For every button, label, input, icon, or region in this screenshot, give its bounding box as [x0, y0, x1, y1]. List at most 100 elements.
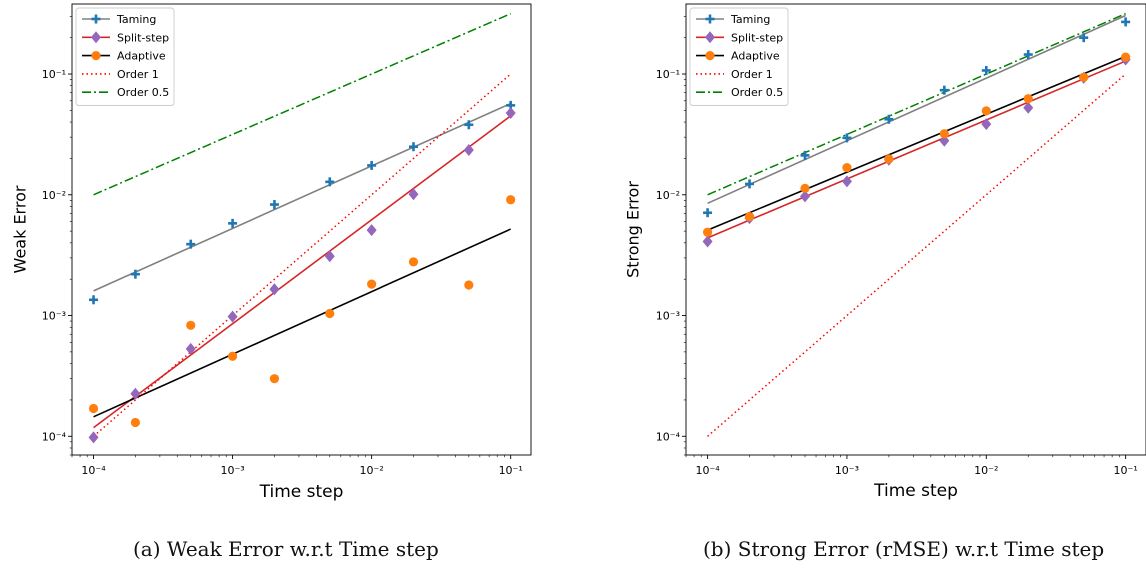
strong-error-panel: 10⁻⁴ 10⁻³ 10⁻² 10⁻¹ 10⁻⁴ 10⁻³ 10⁻² 10⁻¹ Time ste… — [624, 3, 1146, 501]
y-tick-label: 10⁻¹ — [656, 68, 680, 81]
y-tick-label: 10⁻⁴ — [42, 430, 67, 443]
x-tick-label: 10⁻¹ — [1114, 464, 1138, 477]
legend-marker-taming — [91, 14, 101, 24]
data-point-taming — [703, 208, 713, 218]
data-point-taming — [800, 150, 810, 160]
legend: Taming Split-step Adaptive Order 1 Order 0.5 — [689, 7, 789, 106]
fit-line-split-step — [93, 115, 512, 429]
legend-label-order-0-5: Order 0.5 — [731, 86, 783, 99]
weak-error-panel: 10⁻⁴ 10⁻³ 10⁻² 10⁻¹ 10⁻⁴ 10⁻³ 10⁻² 10⁻¹ Time ste… — [11, 3, 532, 502]
data-point-adaptive — [367, 279, 377, 289]
data-point-split-step — [227, 310, 238, 323]
caption-strong-error: (b) Strong Error (rMSE) w.r.t Time step — [703, 537, 1105, 561]
y-axis-label: Weak Error — [11, 185, 30, 273]
data-point-adaptive — [1121, 52, 1131, 62]
data-point-split-step — [939, 134, 950, 147]
data-point-taming — [408, 142, 418, 152]
legend-marker-adaptive — [91, 51, 101, 61]
plot-area — [702, 12, 1131, 437]
x-tick-label: 10⁻⁴ — [81, 464, 106, 477]
data-point-taming — [981, 65, 991, 75]
data-point-adaptive — [800, 183, 810, 193]
legend-box — [75, 7, 175, 106]
legend-marker-split-step — [91, 31, 101, 44]
x-tick-label: 10⁻³ — [835, 464, 859, 477]
data-point-taming — [745, 179, 755, 189]
legend-label-adaptive: Adaptive — [731, 50, 780, 63]
legend-label-taming: Taming — [116, 13, 156, 26]
data-point-adaptive — [227, 351, 238, 361]
data-point-taming — [884, 114, 894, 124]
data-point-split-step — [408, 188, 419, 201]
y-tick-label: 10⁻³ — [656, 310, 680, 323]
axes-frame — [71, 3, 532, 456]
legend-label-adaptive: Adaptive — [117, 50, 166, 63]
data-point-adaptive — [1023, 94, 1033, 104]
reference-line-order-1 — [93, 73, 512, 437]
data-point-adaptive — [464, 280, 474, 290]
data-point-taming — [1023, 50, 1033, 60]
x-tick-label: 10⁻² — [974, 464, 998, 477]
legend-box — [689, 7, 789, 106]
data-point-taming — [186, 239, 196, 249]
data-point-adaptive — [88, 403, 99, 414]
reference-line-order-1 — [707, 73, 1127, 437]
data-point-split-step — [702, 235, 713, 248]
legend-marker-adaptive — [705, 51, 715, 61]
legend-label-split-step: Split-step — [731, 31, 783, 44]
legend: Taming Split-step Adaptive Order 1 Order 0.5 — [75, 7, 175, 106]
data-point-split-step — [324, 250, 335, 263]
data-point-adaptive — [408, 257, 419, 267]
data-point-taming — [842, 133, 852, 143]
data-point-taming — [228, 218, 238, 228]
y-tick-label: 10⁻² — [42, 189, 66, 202]
data-point-split-step — [366, 224, 377, 237]
x-axis-label: Time step — [259, 482, 344, 502]
reference-line-order-0-5 — [93, 12, 511, 196]
y-tick-label: 10⁻⁴ — [656, 430, 681, 443]
x-tick-label: 10⁻³ — [220, 464, 244, 477]
data-point-taming — [367, 160, 377, 170]
x-tick-label: 10⁻¹ — [499, 464, 523, 477]
legend-label-taming: Taming — [730, 13, 770, 26]
data-point-adaptive — [744, 211, 755, 222]
data-point-split-step — [981, 118, 992, 131]
data-point-split-step — [130, 387, 141, 400]
data-point-taming — [89, 295, 99, 305]
data-point-taming — [130, 269, 140, 279]
data-point-split-step — [269, 283, 280, 296]
legend-marker-split-step — [705, 31, 715, 44]
data-point-split-step — [799, 190, 810, 203]
data-point-split-step — [88, 431, 99, 444]
data-point-taming — [325, 177, 335, 187]
data-point-adaptive — [325, 308, 335, 319]
y-tick-label: 10⁻³ — [42, 310, 66, 323]
fit-line-adaptive — [93, 228, 512, 418]
data-point-split-step — [841, 175, 852, 188]
x-tick-label: 10⁻² — [360, 464, 384, 477]
data-point-split-step — [505, 107, 516, 120]
data-point-adaptive — [186, 320, 196, 330]
reference-line-order-0-5 — [707, 12, 1126, 196]
legend-label-order-1: Order 1 — [731, 68, 773, 81]
data-point-adaptive — [130, 417, 140, 428]
legend-label-order-1: Order 1 — [117, 68, 159, 81]
data-point-adaptive — [981, 106, 991, 116]
data-point-adaptive — [842, 162, 852, 173]
data-point-adaptive — [939, 129, 949, 139]
legend-label-order-0-5: Order 0.5 — [117, 86, 169, 99]
x-axis-label: Time step — [873, 481, 958, 501]
fit-line-taming — [707, 14, 1126, 205]
data-point-taming — [1079, 33, 1089, 43]
axes-frame — [685, 3, 1146, 456]
data-point-taming — [1121, 17, 1131, 27]
legend-marker-taming — [705, 14, 715, 24]
y-axis-label: Strong Error — [624, 181, 643, 278]
data-point-taming — [464, 120, 474, 130]
y-tick-label: 10⁻¹ — [42, 68, 66, 81]
fit-line-adaptive — [707, 55, 1126, 231]
data-point-adaptive — [1079, 72, 1089, 82]
data-point-split-step — [463, 143, 474, 156]
y-tick-label: 10⁻² — [656, 189, 680, 202]
